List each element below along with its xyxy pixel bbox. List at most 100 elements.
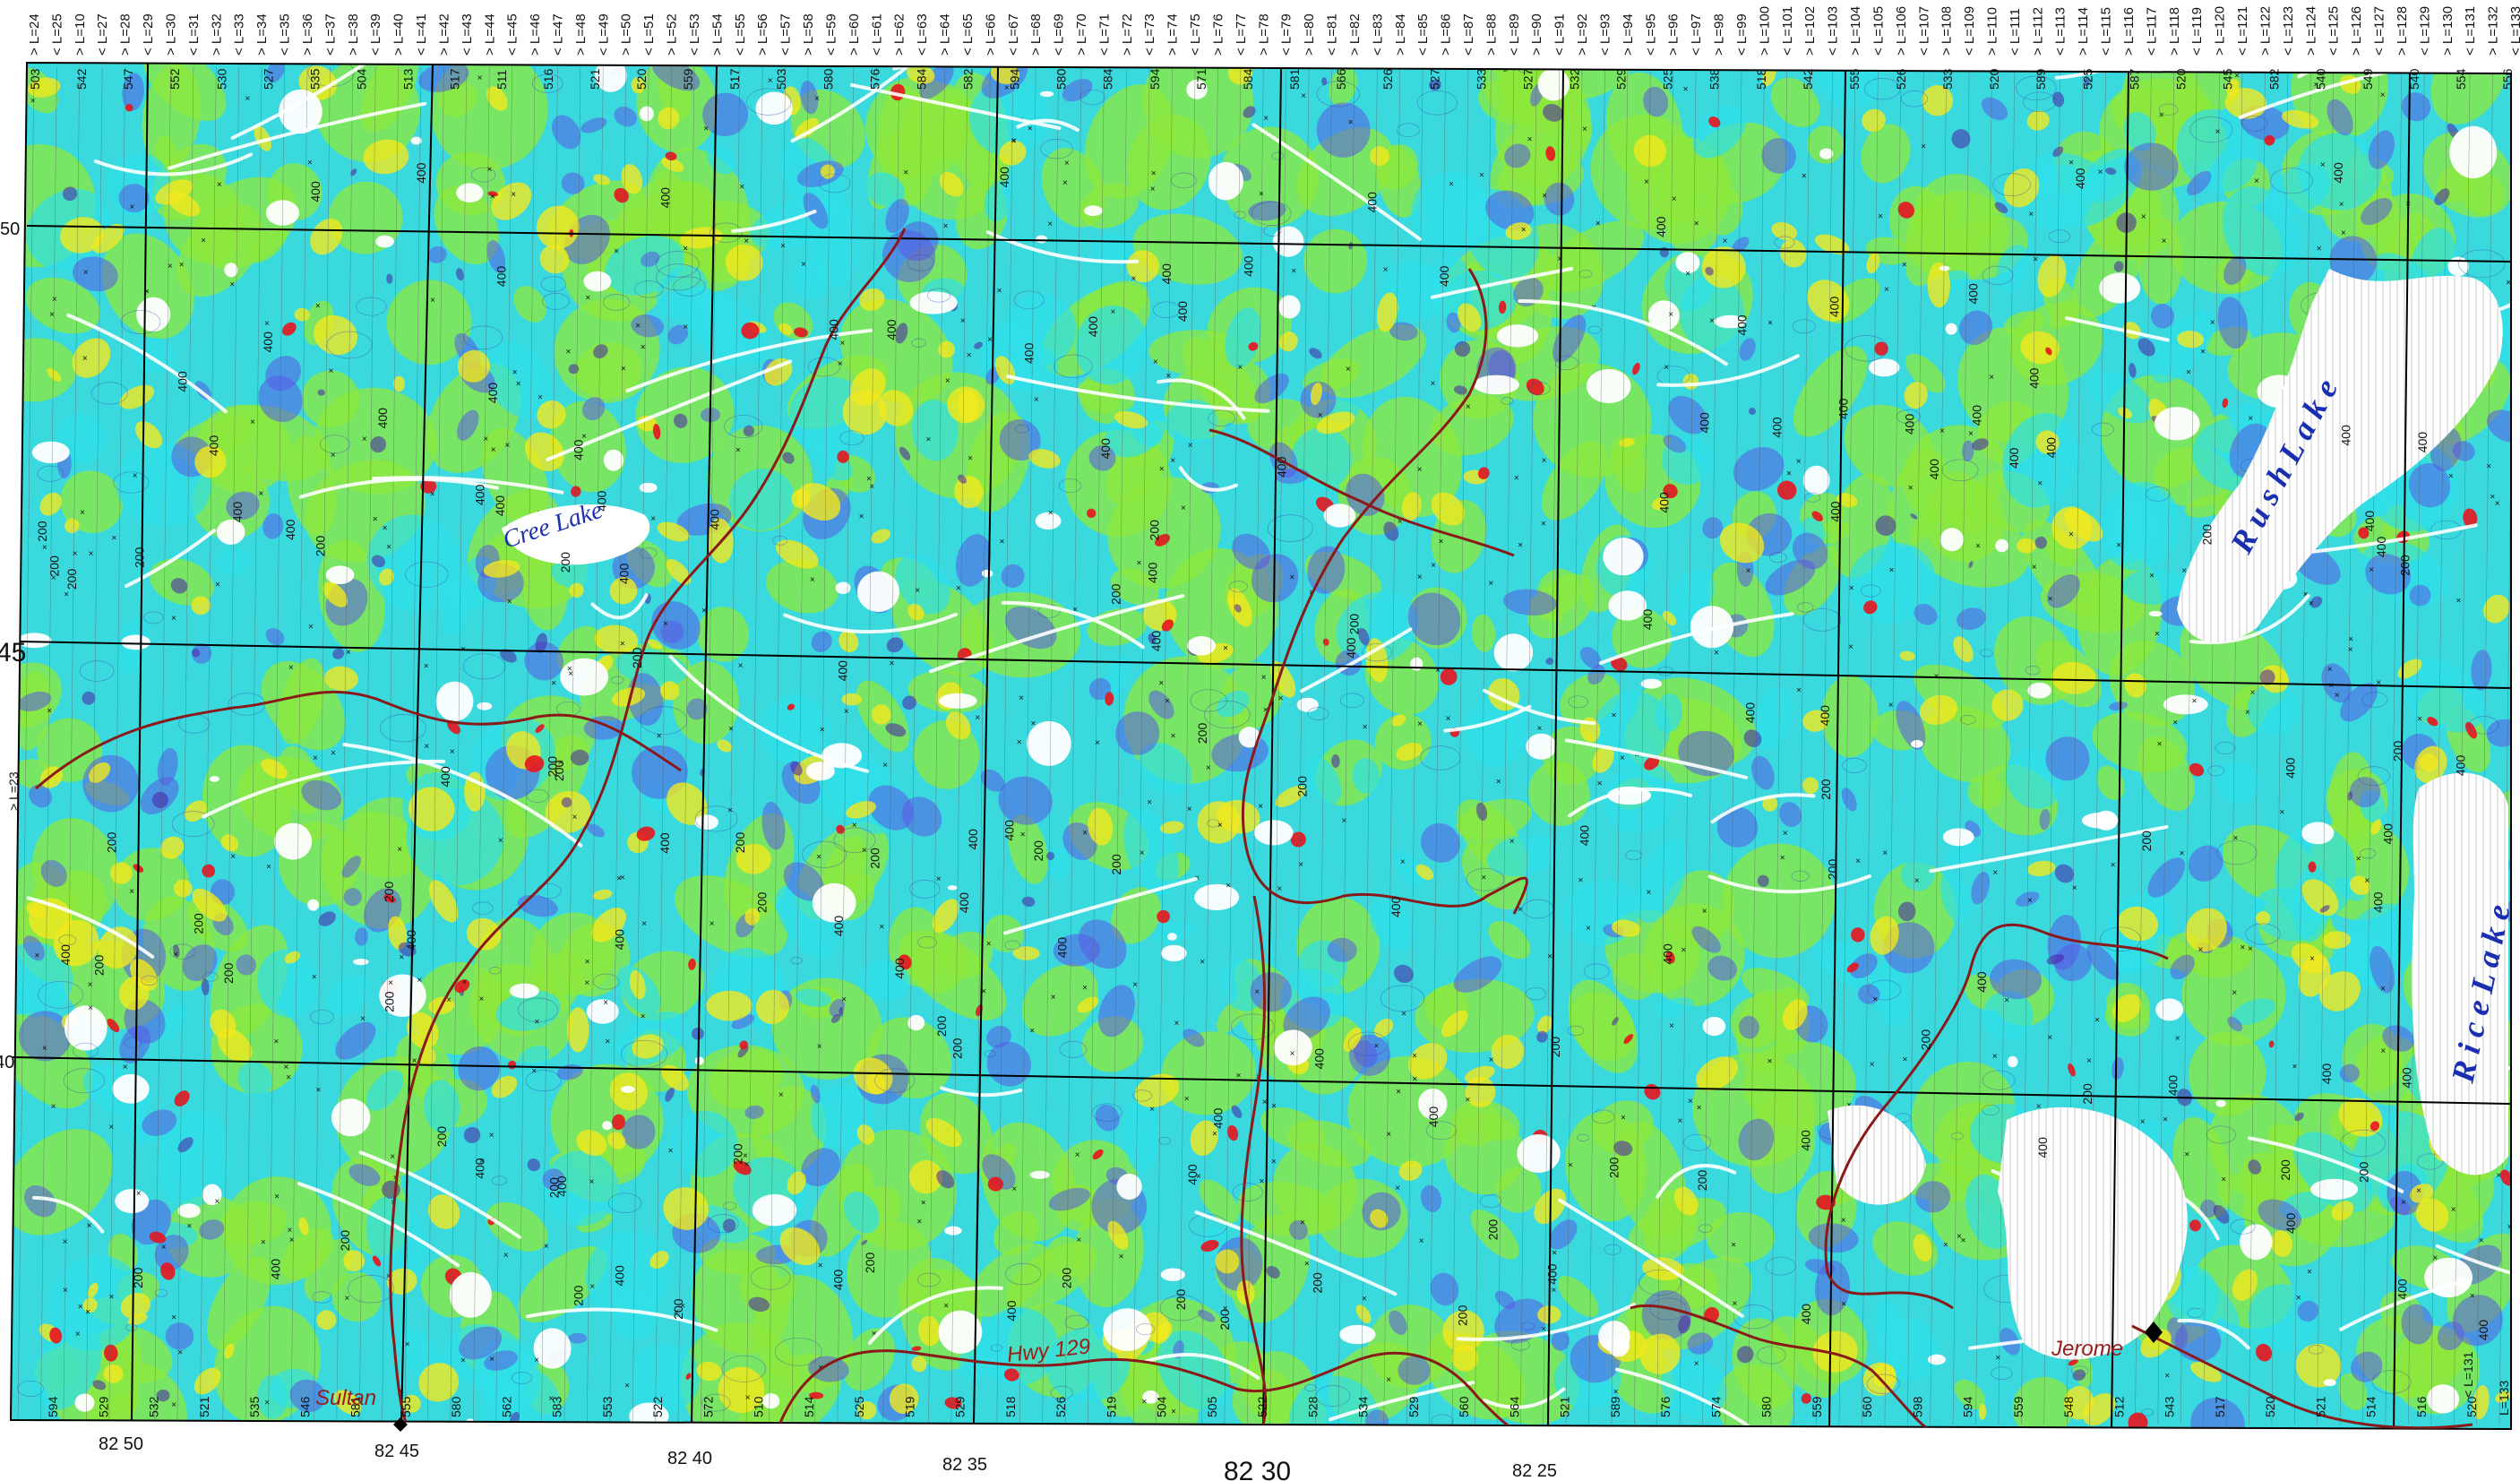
anomaly-blob xyxy=(2047,574,2080,608)
sample-mark: × xyxy=(507,598,512,607)
anomaly-blob xyxy=(1464,1065,1495,1083)
sample-mark: × xyxy=(1017,737,1022,747)
sample-mark: × xyxy=(1481,873,1486,883)
anomaly-blob xyxy=(665,1087,675,1102)
sample-mark: × xyxy=(744,1160,750,1170)
sample-mark: × xyxy=(1557,254,1562,264)
anomaly-blob xyxy=(177,1137,194,1153)
contour-label: 400 xyxy=(2362,511,2377,532)
contour-label: 400 xyxy=(269,1259,283,1280)
sample-mark: × xyxy=(1841,1300,1846,1310)
anomaly-blob xyxy=(911,1346,922,1351)
anomaly-blob xyxy=(2347,791,2352,801)
contour-ring xyxy=(1960,715,1976,725)
anomaly-blob xyxy=(2297,1300,2319,1322)
contour-ring xyxy=(833,827,876,853)
anomaly-blob xyxy=(1904,382,1928,409)
anomaly-blob xyxy=(92,1380,107,1391)
line-value-top: 580 xyxy=(1054,68,1069,90)
contour-label: 200 xyxy=(547,1177,562,1199)
contour-ring xyxy=(79,660,115,682)
contour-label: 400 xyxy=(1657,492,1672,513)
contour-ring xyxy=(1567,1025,1585,1037)
anomaly-blob xyxy=(1802,710,1829,732)
anomaly-blob xyxy=(1858,984,1880,1004)
anomaly-blob xyxy=(2370,819,2382,835)
white-patch xyxy=(1714,314,1746,329)
line-value-top: 517 xyxy=(448,68,462,90)
white-patch xyxy=(136,297,171,332)
anomaly-blob xyxy=(1982,990,2034,1041)
sample-mark: × xyxy=(1304,1260,1310,1270)
anomaly-blob xyxy=(628,1343,701,1415)
sample-mark: × xyxy=(187,1221,193,1231)
anomaly-blob xyxy=(2189,762,2205,777)
line-value-bottom: 553 xyxy=(600,1396,615,1417)
flight-line xyxy=(1269,66,1286,1425)
contour-ring xyxy=(1900,90,1929,108)
lineament xyxy=(1707,874,1871,894)
flight-line-label: > L=36 xyxy=(300,13,315,56)
anomaly-blob xyxy=(463,1126,481,1143)
anomaly-blob xyxy=(1079,183,1139,228)
contour-ring xyxy=(1765,1256,1796,1276)
anomaly-blob xyxy=(790,259,832,300)
line-value-bottom: 526 xyxy=(1054,1396,1068,1417)
contour-ring xyxy=(2025,666,2041,676)
anomaly-blob xyxy=(2167,1317,2189,1348)
sample-mark: × xyxy=(2507,1222,2513,1232)
contour-label: 400 xyxy=(1770,417,1785,438)
lineament xyxy=(1483,688,1596,726)
sample-mark: × xyxy=(2245,708,2250,718)
flight-line-label: > L=30 xyxy=(164,13,179,56)
flight-line-label: > L=52 xyxy=(665,13,680,56)
contour-ring xyxy=(17,1380,44,1398)
sample-mark: × xyxy=(1586,924,1591,934)
sample-mark: × xyxy=(1165,697,1170,707)
contour-label: 400 xyxy=(1743,702,1758,724)
sample-mark: × xyxy=(1578,876,1584,886)
sample-mark: × xyxy=(1541,1325,1546,1335)
flight-line xyxy=(85,66,103,1425)
anomaly-blob xyxy=(1088,807,1114,846)
anomaly-blob xyxy=(1266,1265,1280,1279)
contour-ring xyxy=(694,805,738,832)
contour-label: 200 xyxy=(338,1230,352,1252)
lineament xyxy=(1443,704,1532,733)
contour-label: 200 xyxy=(868,848,882,869)
anomaly-blob xyxy=(993,1210,1039,1256)
anomaly-blob xyxy=(1743,729,1762,748)
contour-label: 400 xyxy=(1818,705,1832,727)
white-patch xyxy=(375,235,394,248)
flight-line-label: < L=49 xyxy=(596,13,611,56)
anomaly-blob xyxy=(741,322,760,340)
anomaly-blob xyxy=(551,558,593,589)
contour-label: 400 xyxy=(1661,943,1675,965)
contour-label: 400 xyxy=(572,439,586,461)
contour-ring xyxy=(1864,78,1901,100)
lineament xyxy=(1929,824,2169,874)
sample-mark: × xyxy=(1072,606,1078,616)
flight-line-label: < L=35 xyxy=(278,13,293,56)
flight-line-labels-top: > L=24 < L=25 > L=10 < L=27 > L=28 < L=29 > L=… xyxy=(27,6,2520,56)
sample-mark: × xyxy=(346,648,351,658)
sample-mark: × xyxy=(1612,711,1617,721)
white-patch xyxy=(586,999,619,1024)
sample-mark: × xyxy=(1386,1375,1391,1385)
anomaly-blob xyxy=(1393,850,1425,887)
contour-label: 400 xyxy=(1697,412,1711,434)
sample-mark: × xyxy=(259,489,264,499)
anomaly-blob xyxy=(536,205,580,249)
sample-mark: × xyxy=(1780,854,1785,864)
anomaly-blob xyxy=(755,989,789,1025)
sample-mark: × xyxy=(1011,136,1016,146)
sample-mark: × xyxy=(2470,1291,2475,1301)
anomaly-blob xyxy=(1655,997,1694,1019)
flight-line-label: > L=126 xyxy=(2349,6,2364,56)
anomaly-blob xyxy=(725,244,763,281)
lineament xyxy=(2189,594,2310,645)
sample-mark: × xyxy=(2296,1294,2301,1304)
anomaly-blob xyxy=(310,218,343,255)
anomaly-blob xyxy=(262,513,284,539)
anomaly-blob xyxy=(257,949,320,1018)
